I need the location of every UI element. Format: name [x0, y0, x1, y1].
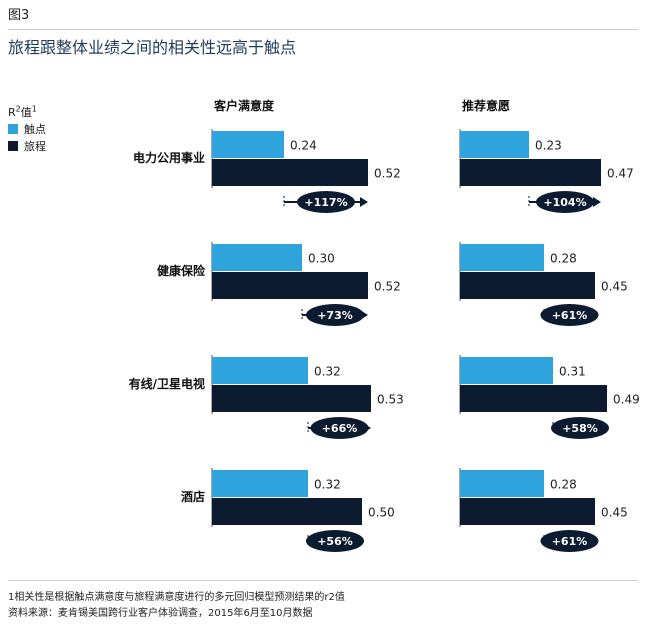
- panel-header-1: 推荐意愿: [462, 98, 510, 113]
- uplift-label-0-0: +117%: [304, 196, 347, 209]
- value-label-journey-1-0: 0.52: [374, 280, 401, 294]
- bar-journey-2-0: [212, 385, 371, 412]
- value-label-touchpoint-3-1: 0.28: [550, 478, 577, 492]
- legend-item-journey: 旅程: [8, 138, 46, 154]
- uplift-label-0-1: +104%: [543, 196, 586, 209]
- value-label-journey-2-0: 0.53: [377, 393, 404, 407]
- uplift-label-3-1: +61%: [552, 535, 588, 548]
- value-label-touchpoint-2-0: 0.32: [314, 365, 341, 379]
- legend-title-rest: 值: [20, 106, 32, 119]
- figure-label: 图3: [8, 8, 30, 23]
- category-label-3: 酒店: [181, 489, 205, 504]
- category-label-2: 有线/卫星电视: [129, 376, 205, 391]
- chart-title: 旅程跟整体业绩之间的相关性远高于触点: [8, 38, 297, 57]
- legend-label-journey: 旅程: [24, 140, 46, 153]
- bar-journey-0-1: [460, 159, 601, 186]
- value-label-journey-0-1: 0.47: [607, 167, 634, 181]
- legend-item-touchpoint: 触点: [8, 121, 46, 137]
- bar-touchpoint-2-0: [212, 357, 308, 384]
- value-label-touchpoint-3-0: 0.32: [314, 478, 341, 492]
- category-label-0: 电力公用事业: [133, 150, 205, 165]
- legend-title: R2值1: [8, 104, 37, 120]
- uplift-badge-3-0: [306, 530, 364, 552]
- value-label-touchpoint-0-1: 0.23: [535, 139, 562, 153]
- uplift-badge-0-1: [536, 191, 594, 213]
- panel-header-0: 客户满意度: [213, 98, 275, 113]
- header-divider: [8, 29, 638, 30]
- value-label-touchpoint-1-0: 0.30: [308, 252, 335, 266]
- uplift-badge-2-0: [310, 417, 369, 439]
- bar-journey-2-1: [460, 385, 607, 412]
- uplift-badge-1-1: [540, 304, 599, 326]
- bar-touchpoint-3-1: [460, 470, 544, 497]
- uplift-badge-1-0: [306, 304, 364, 326]
- bar-touchpoint-0-1: [460, 131, 529, 158]
- uplift-label-1-1: +61%: [552, 309, 588, 322]
- legend-label-touchpoint: 触点: [24, 123, 46, 136]
- legend-title-note: 1: [31, 104, 37, 114]
- uplift-label-2-0: +66%: [322, 422, 358, 435]
- uplift-badge-2-1: [551, 417, 609, 439]
- bar-journey-0-0: [212, 159, 368, 186]
- uplift-badge-3-1: [540, 530, 599, 552]
- bar-journey-1-1: [460, 272, 595, 299]
- bar-journey-3-0: [212, 498, 362, 525]
- value-label-touchpoint-0-0: 0.24: [290, 139, 317, 153]
- legend-swatch-touchpoint: [8, 124, 18, 134]
- legend-swatch-journey: [8, 141, 18, 151]
- value-label-journey-0-0: 0.52: [374, 167, 401, 181]
- bar-touchpoint-0-0: [212, 131, 284, 158]
- legend-title-main: R: [8, 106, 16, 119]
- category-label-1: 健康保险: [157, 263, 206, 278]
- uplift-label-2-1: +58%: [562, 422, 598, 435]
- footnote-source: 资料来源：麦肯锡美国跨行业客户体验调查，2015年6月至10月数据: [8, 608, 313, 619]
- value-label-journey-1-1: 0.45: [601, 280, 628, 294]
- value-label-journey-2-1: 0.49: [613, 393, 640, 407]
- legend-title-sup: 2: [15, 104, 21, 114]
- footnote-1: 1相关性是根据触点满意度与旅程满意度进行的多元回归模型预测结果的r2值: [8, 592, 345, 603]
- bar-touchpoint-2-1: [460, 357, 553, 384]
- uplift-arrowhead-0-0: [360, 197, 368, 207]
- value-label-journey-3-1: 0.45: [601, 506, 628, 520]
- footer-divider: [8, 580, 638, 581]
- bar-touchpoint-3-0: [212, 470, 308, 497]
- uplift-label-3-0: +56%: [317, 535, 353, 548]
- uplift-arrowhead-0-1: [593, 197, 601, 207]
- bar-journey-1-0: [212, 272, 368, 299]
- bar-touchpoint-1-1: [460, 244, 544, 271]
- uplift-badge-0-0: [297, 191, 355, 213]
- value-label-touchpoint-2-1: 0.31: [559, 365, 586, 379]
- value-label-touchpoint-1-1: 0.28: [550, 252, 577, 266]
- bar-touchpoint-1-0: [212, 244, 302, 271]
- bar-journey-3-1: [460, 498, 595, 525]
- uplift-label-1-0: +73%: [317, 309, 353, 322]
- value-label-journey-3-0: 0.50: [368, 506, 395, 520]
